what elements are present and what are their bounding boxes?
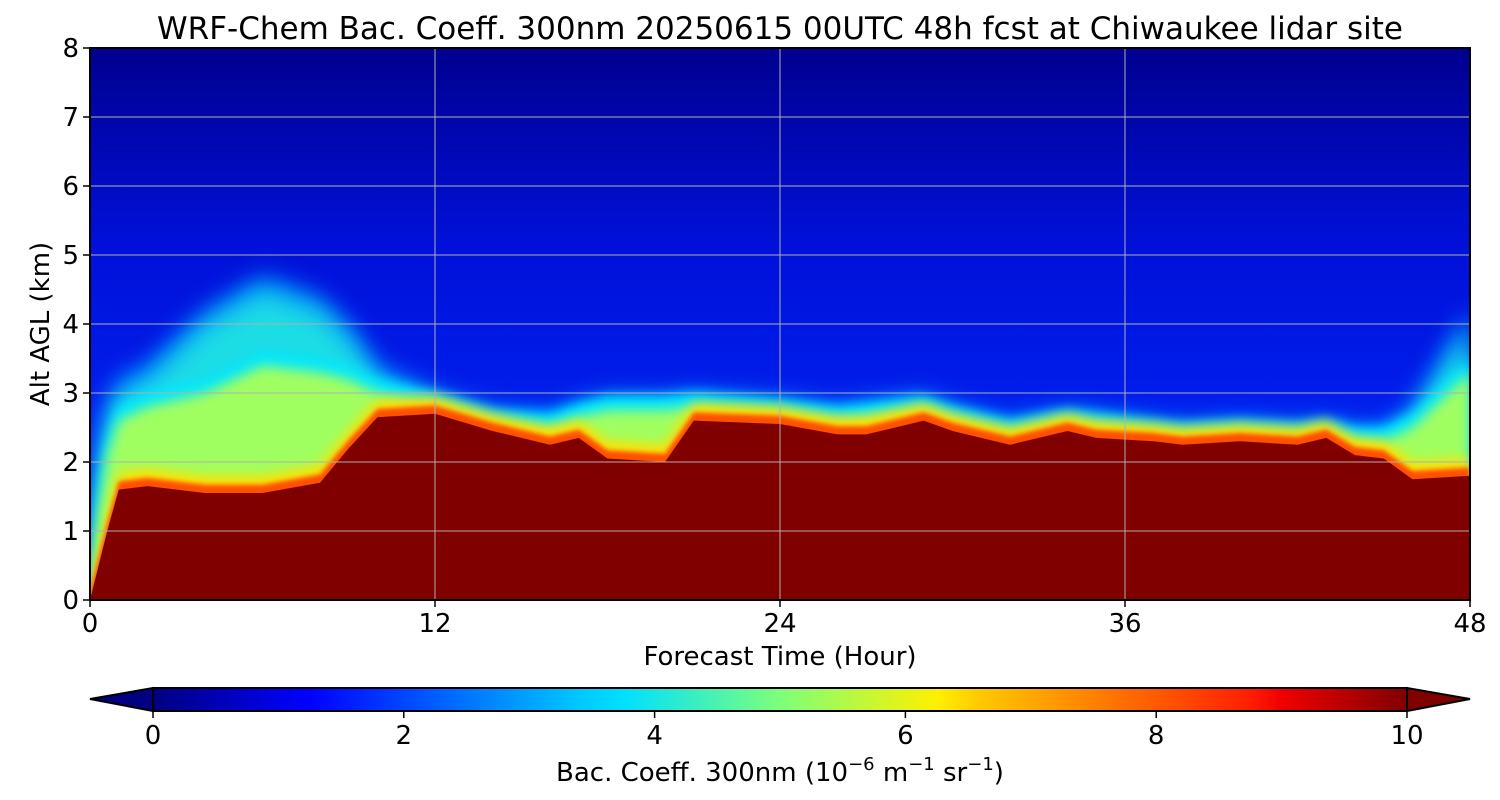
colorbar-tick-label: 6 bbox=[897, 721, 914, 751]
colorbar-tick-label: 10 bbox=[1390, 721, 1423, 751]
colorbar-ticks: 0 2 4 6 8 10 bbox=[145, 711, 1424, 751]
colorbar-tick-label: 0 bbox=[145, 721, 162, 751]
x-tick-label: 48 bbox=[1453, 609, 1486, 639]
colorbar-extend-low bbox=[89, 686, 154, 713]
colorbar-label-exp-3: −1 bbox=[967, 754, 994, 775]
colorbar-tick-label: 4 bbox=[646, 721, 663, 751]
grid-lines bbox=[90, 48, 1470, 600]
x-tick-label: 0 bbox=[82, 609, 99, 639]
colorbar-extend-high bbox=[1406, 686, 1471, 713]
y-tick-label: 1 bbox=[62, 517, 79, 547]
x-axis: 0 12 24 36 48 bbox=[82, 600, 1487, 639]
y-tick-label: 7 bbox=[62, 103, 79, 133]
colorbar-label-unit-m: m bbox=[875, 758, 909, 788]
y-tick-label: 6 bbox=[62, 172, 79, 202]
y-axis-label: Alt AGL (km) bbox=[26, 242, 56, 406]
colorbar-label-close: ) bbox=[994, 758, 1004, 788]
x-tick-label: 12 bbox=[418, 609, 451, 639]
colorbar-label-base: Bac. Coeff. 300nm (10 bbox=[556, 758, 848, 788]
colorbar-label-exp-1: −6 bbox=[848, 754, 875, 775]
chart-title: WRF-Chem Bac. Coeff. 300nm 20250615 00UT… bbox=[157, 11, 1403, 47]
y-tick-label: 5 bbox=[62, 241, 79, 271]
colorbar-tick-label: 2 bbox=[396, 721, 413, 751]
colorbar-tick-label: 8 bbox=[1148, 721, 1165, 751]
x-tick-label: 36 bbox=[1108, 609, 1141, 639]
y-axis: 0 1 2 3 4 5 6 7 8 bbox=[62, 34, 90, 616]
y-tick-label: 4 bbox=[62, 310, 79, 340]
x-tick-label: 24 bbox=[763, 609, 796, 639]
colorbar-label: Bac. Coeff. 300nm (10−6 m−1 sr−1) bbox=[556, 754, 1004, 788]
plot-area bbox=[90, 48, 1470, 600]
y-tick-label: 3 bbox=[62, 379, 79, 409]
colorbar-label-unit-sr: sr bbox=[935, 758, 968, 788]
y-tick-label: 8 bbox=[62, 34, 79, 64]
x-axis-label: Forecast Time (Hour) bbox=[643, 642, 916, 672]
y-tick-label: 2 bbox=[62, 448, 79, 478]
colorbar-label-exp-2: −1 bbox=[908, 754, 935, 775]
colorbar-body bbox=[152, 687, 1408, 712]
colorbar: 0 2 4 6 8 10 Bac. Coeff. 300nm (10−6 m−1 sr−1… bbox=[89, 686, 1471, 788]
y-tick-label: 0 bbox=[62, 586, 79, 616]
